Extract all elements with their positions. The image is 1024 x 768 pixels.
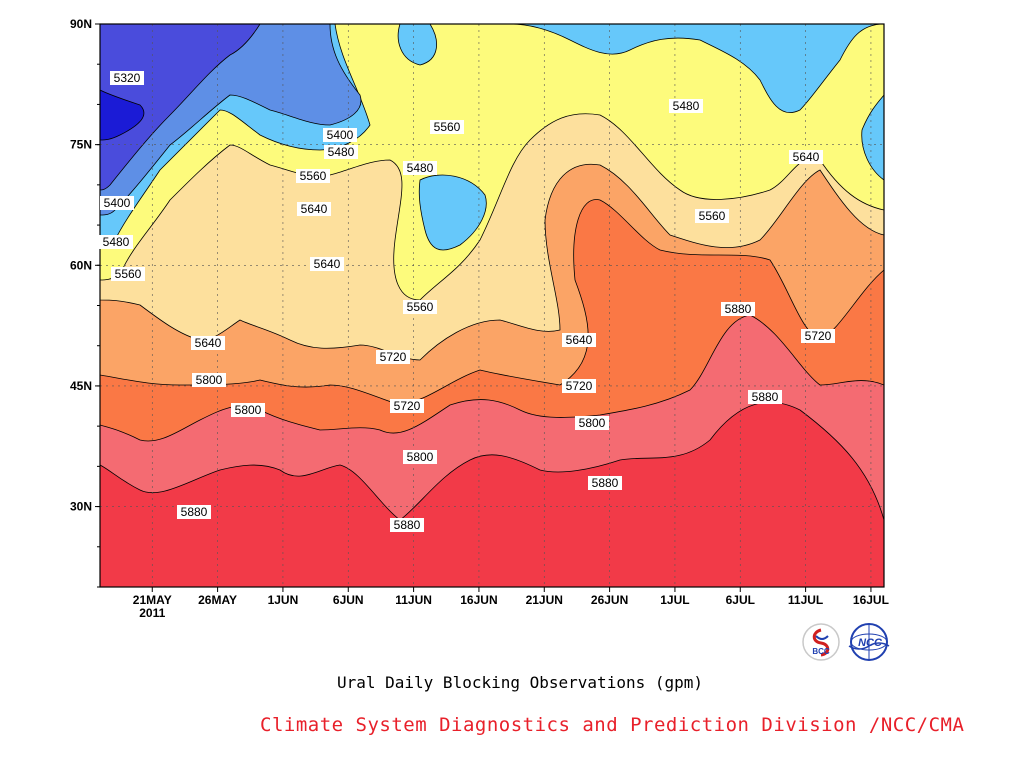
contour-label: 5640 [191,336,225,350]
svg-text:5720: 5720 [805,329,832,343]
contour-label: 5320 [110,71,144,85]
svg-text:5880: 5880 [592,476,619,490]
svg-text:5640: 5640 [314,257,341,271]
ncc-logo-icon: NCC [843,622,895,666]
contour-label: 5560 [403,300,437,314]
contour-label: 5800 [231,403,265,417]
svg-text:5880: 5880 [394,518,421,532]
x-axis: 21MAY 26MAY 1JUN 6JUN 11JUN 16JUN 21JUN 26JUN 1J… [133,587,889,620]
svg-text:5480: 5480 [407,161,434,175]
contour-label: 5400 [323,128,357,142]
svg-text:5720: 5720 [380,350,407,364]
contour-label: 5560 [111,267,145,281]
contour-label: 5720 [801,329,835,343]
contour-label: 5720 [376,350,410,364]
x-tick-label: 11JUN [395,593,432,607]
band-5320 [100,24,261,191]
contour-label: 5880 [748,390,782,404]
band-core [100,89,145,141]
svg-text:5720: 5720 [566,379,593,393]
contour-label: 5800 [192,373,226,387]
svg-text:5480: 5480 [673,99,700,113]
x-tick-label: 21JUN [526,593,563,607]
svg-text:5560: 5560 [699,209,726,223]
contour-label: 5800 [575,416,609,430]
y-tick-label: 75N [70,138,92,152]
svg-text:5320: 5320 [114,71,141,85]
svg-text:5640: 5640 [566,333,593,347]
contour-chart: 21MAY 26MAY 1JUN 6JUN 11JUN 16JUN 21JUN 26JUN 1J… [70,17,889,620]
svg-text:5800: 5800 [579,416,606,430]
y-tick-label: 60N [70,258,92,272]
contour-label: 5880 [390,518,424,532]
svg-text:5800: 5800 [407,450,434,464]
svg-text:5880: 5880 [725,302,752,316]
contour-label: 5720 [562,379,596,393]
x-tick-label: 11JUL [788,593,823,607]
x-tick-label: 6JUN [333,593,364,607]
svg-text:5560: 5560 [300,169,327,183]
grid-lines [100,24,884,587]
bcc-logo-icon: BCC [800,622,842,666]
y-tick-label: 90N [70,17,92,31]
contour-label: 5640 [562,333,596,347]
x-year-label: 2011 [139,606,165,620]
svg-text:5560: 5560 [434,120,461,134]
contour-label: 5640 [297,202,331,216]
contour-label: 5720 [390,399,424,413]
svg-text:5640: 5640 [195,336,222,350]
contour-label: 5480 [403,161,437,175]
contour-label: 5640 [789,150,823,164]
chart-title: Ural Daily Blocking Observations (gpm) [336,673,704,692]
contour-label: 5880 [588,476,622,490]
contour-label: 5480 [99,235,133,249]
svg-text:5880: 5880 [181,505,208,519]
y-tick-label: 45N [70,379,92,393]
contour-label: 5400 [100,196,134,210]
svg-text:5400: 5400 [104,196,131,210]
contour-label: 5800 [403,450,437,464]
svg-text:5640: 5640 [793,150,820,164]
credit-line: Climate System Diagnostics and Predictio… [260,714,965,736]
x-tick-label: 16JUN [460,593,497,607]
y-tick-label: 30N [70,500,92,514]
contour-label: 5880 [177,505,211,519]
svg-text:5480: 5480 [103,235,130,249]
contour-label: 5480 [669,99,703,113]
x-tick-label: 26MAY [198,593,237,607]
x-tick-label: 16JUL [853,593,889,607]
contour-label: 5560 [695,209,729,223]
svg-text:5480: 5480 [328,145,355,159]
svg-text:5720: 5720 [394,399,421,413]
svg-text:5560: 5560 [115,267,142,281]
contour-labels: 5320540054805400548055605560548056405640… [99,71,835,532]
x-tick-label: 21MAY [133,593,172,607]
contour-label: 5480 [324,145,358,159]
ncc-logo-text: NCC [858,637,883,649]
svg-text:5800: 5800 [196,373,223,387]
contour-label: 5640 [310,257,344,271]
x-tick-label: 1JUN [268,593,299,607]
x-tick-label: 26JUN [591,593,628,607]
bcc-logo-text: BCC [812,647,830,656]
svg-text:5880: 5880 [752,390,779,404]
x-tick-label: 1JUL [660,593,689,607]
svg-text:5800: 5800 [235,403,262,417]
svg-text:5640: 5640 [301,202,328,216]
contour-label: 5880 [721,302,755,316]
y-axis: 30N 45N 60N 75N 90N [70,17,100,588]
contour-label: 5560 [430,120,464,134]
svg-text:5560: 5560 [407,300,434,314]
svg-text:5400: 5400 [327,128,354,142]
x-tick-label: 6JUL [726,593,755,607]
contour-label: 5560 [296,169,330,183]
